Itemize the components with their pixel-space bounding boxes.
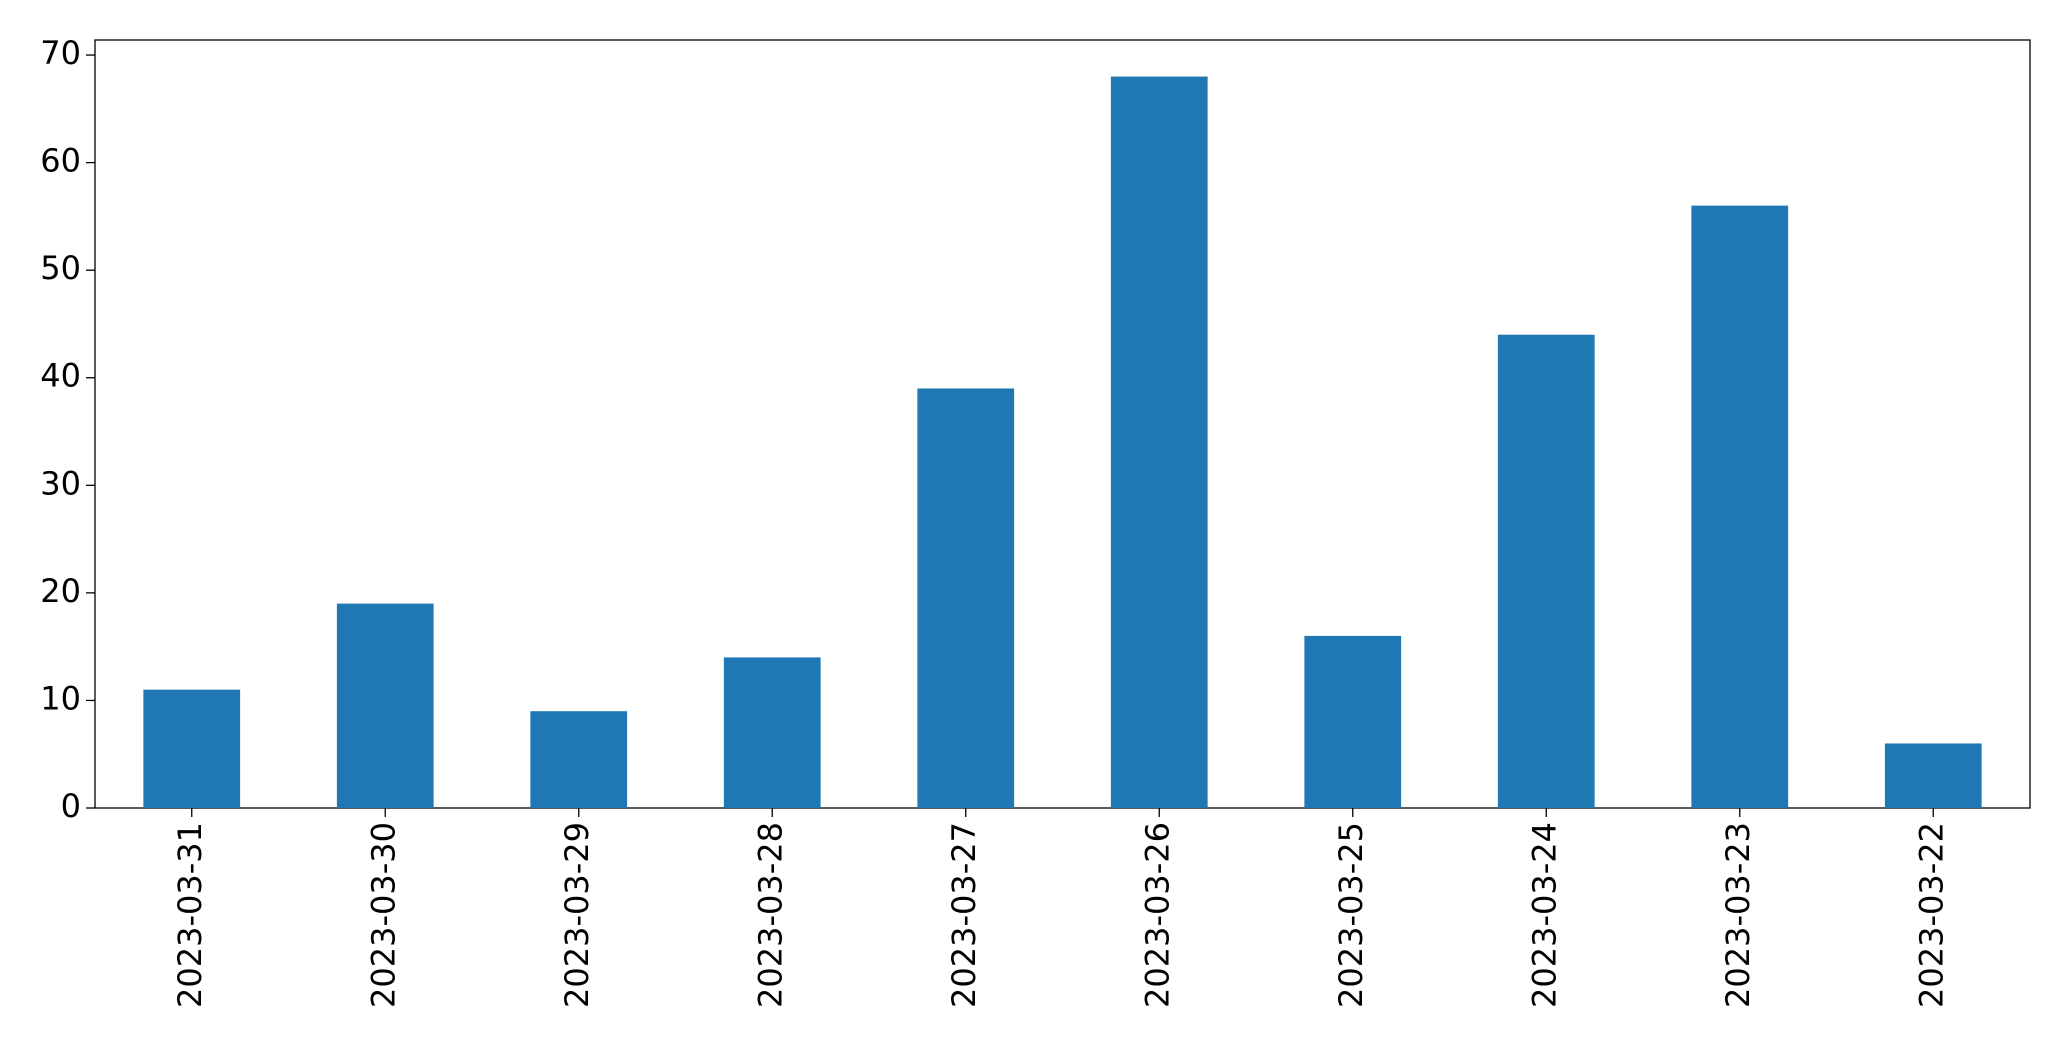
y-tick-label: 50 — [40, 249, 81, 287]
bar — [336, 603, 434, 808]
x-tick-label: 2023-03-22 — [1912, 822, 1950, 1008]
bar — [143, 689, 241, 808]
y-tick-label: 60 — [40, 142, 81, 180]
y-tick-label: 70 — [40, 34, 81, 72]
x-tick-label: 2023-03-24 — [1525, 822, 1563, 1008]
x-tick-label: 2023-03-23 — [1719, 822, 1757, 1008]
bar — [1497, 334, 1595, 808]
y-tick-label: 20 — [40, 572, 81, 610]
y-tick-label: 0 — [61, 787, 81, 825]
plot-frame — [94, 39, 2031, 809]
bar — [1304, 635, 1402, 808]
bar — [1884, 743, 1982, 808]
x-tick-label: 2023-03-26 — [1138, 822, 1176, 1008]
bar — [917, 388, 1015, 808]
x-tick-label: 2023-03-31 — [171, 822, 209, 1008]
bar — [723, 657, 821, 808]
y-tick-label: 30 — [40, 464, 81, 502]
y-tick-label: 40 — [40, 357, 81, 395]
x-tick-label: 2023-03-30 — [364, 822, 402, 1008]
x-tick-label: 2023-03-29 — [558, 822, 596, 1008]
x-tick-label: 2023-03-27 — [945, 822, 983, 1008]
bar — [1691, 205, 1789, 808]
y-tick-label: 10 — [40, 679, 81, 717]
x-tick-label: 2023-03-25 — [1332, 822, 1370, 1008]
x-tick-label: 2023-03-28 — [751, 822, 789, 1008]
bar — [530, 711, 628, 808]
bar — [1110, 76, 1208, 809]
